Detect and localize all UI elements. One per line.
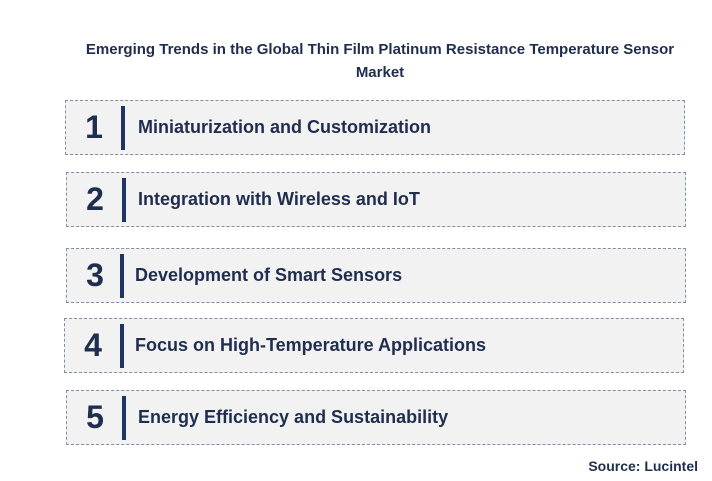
trend-label-3: Development of Smart Sensors — [135, 265, 403, 285]
trend-divider-bar-3 — [120, 254, 124, 298]
trend-number-5: 5 — [86, 399, 104, 435]
trend-item-1: 1 Miniaturization and Customization — [65, 100, 685, 155]
trend-item-4: 4 Focus on High-Temperature Applications — [64, 318, 684, 373]
trend-divider-bar-1 — [121, 106, 125, 150]
trend-label-2: Integration with Wireless and IoT — [138, 189, 420, 209]
trend-item-5: 5 Energy Efficiency and Sustainability — [66, 390, 686, 445]
trend-number-4: 4 — [84, 327, 102, 363]
trend-label-5: Energy Efficiency and Sustainability — [138, 407, 449, 427]
source-note: Source: Lucintel — [588, 458, 698, 474]
trend-item-2: 2 Integration with Wireless and IoT — [66, 172, 686, 227]
trend-divider-bar-2 — [122, 178, 126, 222]
trend-number-1: 1 — [85, 109, 103, 145]
trend-item-3: 3 Development of Smart Sensors — [66, 248, 686, 303]
trend-divider-bar-5 — [122, 396, 126, 440]
diagram-title: Emerging Trends in the Global Thin Film … — [85, 41, 675, 81]
trend-number-2: 2 — [86, 181, 104, 217]
trend-label-4: Focus on High-Temperature Applications — [135, 335, 487, 355]
trend-number-3: 3 — [86, 257, 104, 293]
trend-label-1: Miniaturization and Customization — [138, 117, 431, 137]
trend-divider-bar-4 — [120, 324, 124, 368]
